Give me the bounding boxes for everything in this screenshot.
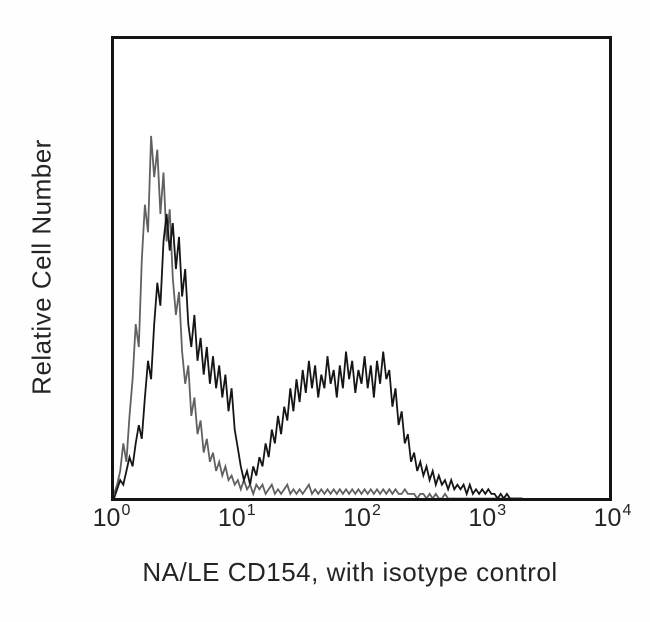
x-tick-label-10e3: 103 (468, 501, 507, 532)
x-axis-tick-row: 100 101 102 103 104 (93, 501, 632, 542)
x-axis-label: NA/LE CD154, with isotype control (142, 557, 558, 587)
histogram-traces-canvas (114, 135, 523, 498)
x-tick-label-10e0: 100 (92, 501, 131, 532)
isotype-control-trace (114, 135, 523, 498)
plot-frame (111, 36, 612, 501)
cd154-stained-trace (114, 213, 523, 498)
x-tick-label-10e2: 102 (343, 501, 381, 532)
y-axis-label: Relative Cell Number (26, 139, 57, 395)
x-tick-label-10e4: 104 (593, 501, 632, 532)
x-tick-label-10e1: 101 (217, 501, 256, 532)
